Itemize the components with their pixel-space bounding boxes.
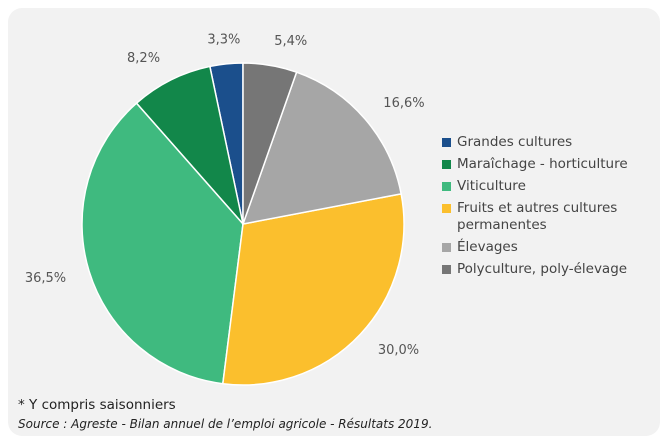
legend-label: Viticulture [457,178,526,194]
legend-swatch [442,138,451,147]
data-label: 8,2% [127,51,160,66]
legend-label: Polyculture, poly-élevage [457,261,628,277]
pie-slice [81,102,244,385]
data-label: 16,6% [383,96,424,111]
legend: Grandes cultures Maraîchage - horticultur… [442,134,652,283]
pie-slice [221,192,405,386]
legend-swatch [442,204,451,213]
legend-item: Grandes cultures [442,134,652,151]
legend-swatch [442,182,451,191]
legend-label: Grandes cultures [457,134,573,150]
legend-item: Maraîchage - horticulture [442,156,652,173]
pie-slice [242,62,298,225]
pie-slice [241,71,403,225]
data-label: 30,0% [378,343,419,358]
data-label: 5,4% [274,34,307,49]
data-label: 3,3% [207,32,240,47]
legend-item: Fruits et autres cultures permanentes [442,200,652,234]
data-label: 36,5% [25,271,66,286]
legend-swatch [442,243,451,252]
legend-swatch [442,160,451,169]
legend-item: Viticulture [442,178,652,195]
legend-item: Polyculture, poly-élevage [442,261,652,278]
legend-label: Fruits et autres cultures permanentes [457,200,618,233]
footnote: * Y compris saisonniers [18,397,176,413]
legend-swatch [442,265,451,274]
legend-label: Maraîchage - horticulture [457,156,628,172]
source: Source : Agreste - Bilan annuel de l’emp… [18,417,433,431]
legend-item: Élevages [442,239,652,256]
legend-label: Élevages [457,239,518,255]
